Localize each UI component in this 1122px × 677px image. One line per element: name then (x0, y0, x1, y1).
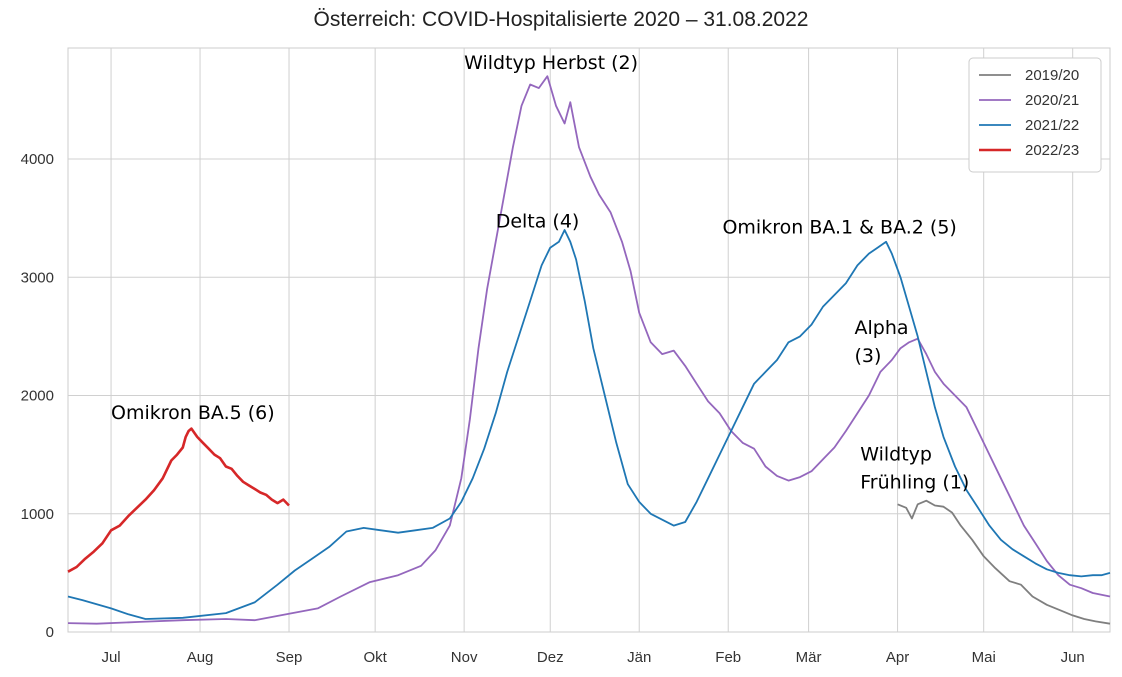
x-tick-label: Nov (451, 649, 478, 666)
y-tick-label: 1000 (21, 506, 54, 523)
chart-title: Österreich: COVID-Hospitalisierte 2020 –… (313, 8, 809, 31)
series-line-2022-23 (67, 427, 290, 573)
annotation-label: Delta (4) (496, 211, 580, 233)
legend-box (968, 57, 1102, 173)
series-line-2020-21 (67, 75, 1111, 625)
x-tick-label: Jun (1061, 649, 1085, 666)
annotation-label: Omikron BA.5 (6) (111, 402, 275, 424)
x-tick-label: Sep (276, 649, 303, 666)
x-tick-label: Jän (627, 649, 651, 666)
x-tick-label: Mär (796, 649, 822, 666)
x-tick-label: Okt (363, 649, 387, 666)
legend-label: 2021/22 (1025, 117, 1079, 134)
x-tick-label: Feb (715, 649, 741, 666)
series-line-2019-20 (897, 499, 1111, 625)
annotation-label: Alpha (855, 317, 909, 339)
legend-label: 2022/23 (1025, 142, 1079, 159)
y-tick-label: 4000 (21, 151, 54, 168)
x-tick-label: Apr (886, 649, 909, 666)
x-tick-label: Jul (101, 649, 120, 666)
annotation-label: Frühling (1) (860, 472, 969, 494)
legend-label: 2020/21 (1025, 92, 1079, 109)
legend-label: 2019/20 (1025, 67, 1079, 84)
annotation-label: Wildtyp (860, 444, 932, 466)
y-tick-label: 0 (46, 624, 54, 641)
series-line-2021-22 (67, 229, 1111, 620)
y-tick-label: 3000 (21, 269, 54, 286)
y-tick-label: 2000 (21, 388, 54, 405)
annotation-label: Wildtyp Herbst (2) (464, 52, 638, 74)
plot-area (67, 47, 1111, 633)
x-tick-label: Aug (187, 649, 214, 666)
x-tick-label: Mai (972, 649, 996, 666)
annotation-label: (3) (855, 345, 882, 367)
x-tick-label: Dez (537, 649, 564, 666)
annotation-label: Omikron BA.1 & BA.2 (5) (722, 216, 956, 238)
